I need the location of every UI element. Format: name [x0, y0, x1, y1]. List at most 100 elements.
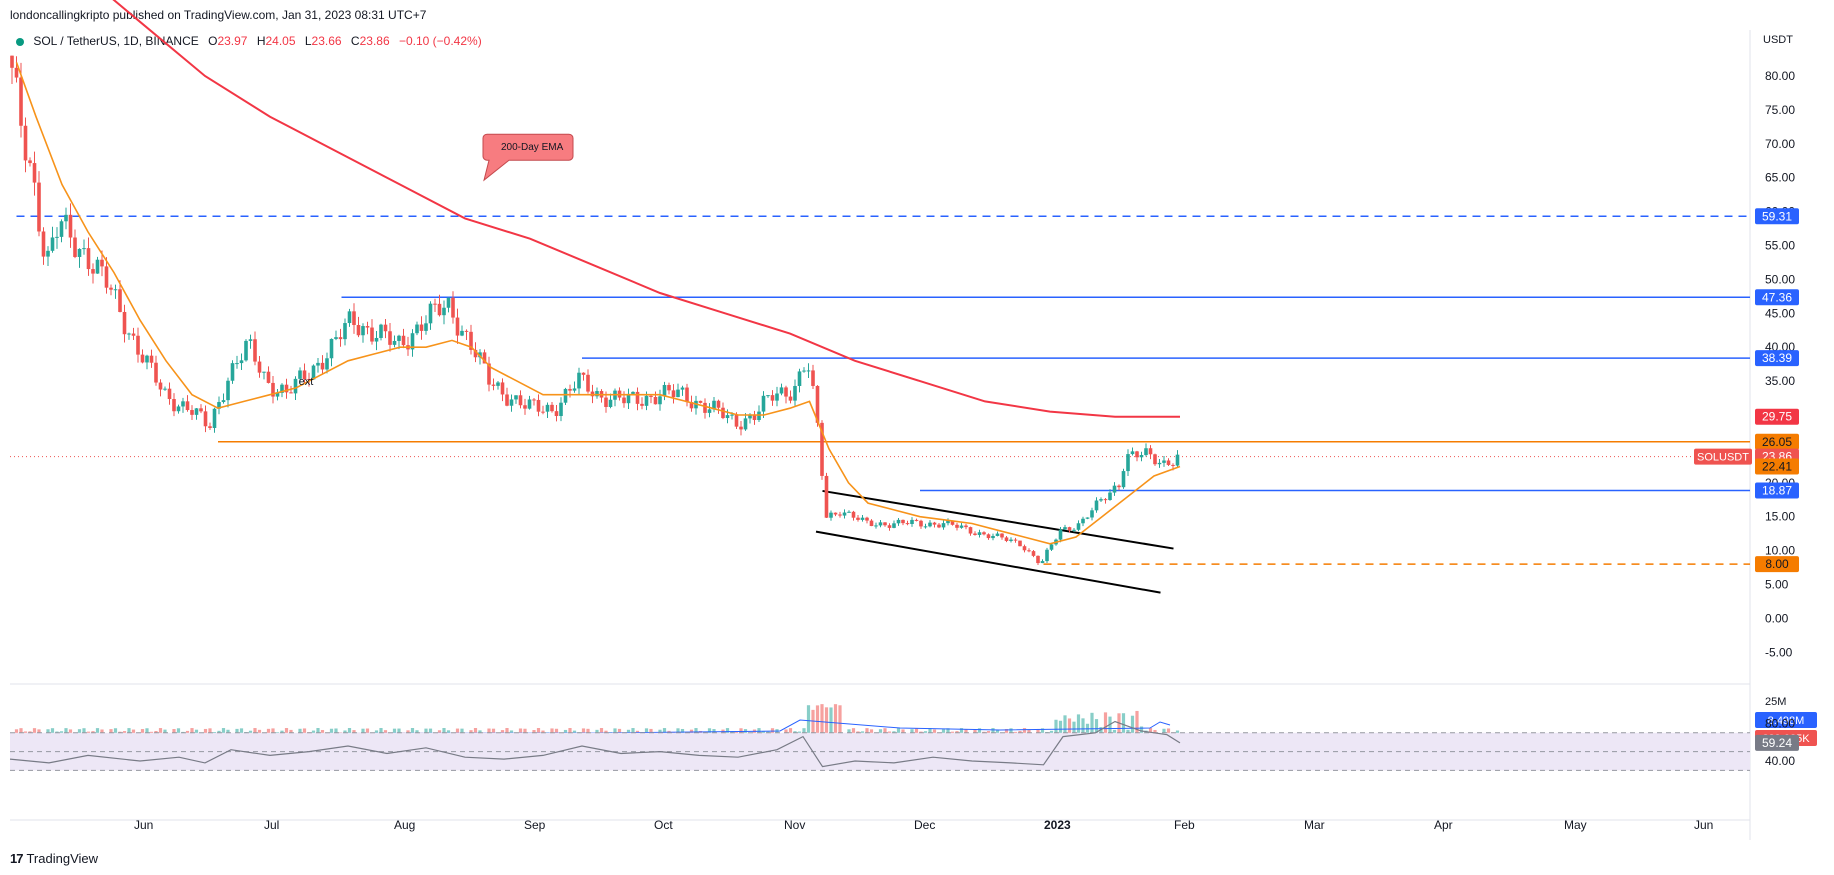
candle-body [1040, 561, 1045, 564]
candle-body [401, 335, 406, 346]
candle-body [901, 519, 905, 524]
candle-body [325, 358, 329, 370]
candle-body [154, 362, 158, 383]
tradingview-logo[interactable]: 17 TradingView [10, 851, 98, 866]
candle-body [788, 396, 793, 401]
price-badge [1755, 208, 1799, 225]
volume-bar [1139, 726, 1144, 737]
price-tick-label: 75.00 [1765, 103, 1795, 117]
candle-body [109, 287, 113, 290]
volume-bar [1117, 713, 1121, 737]
candle-body [635, 391, 640, 404]
rsi-tick-label: 40.00 [1765, 754, 1795, 768]
price-badge-label: 29.75 [1762, 410, 1792, 424]
candle-body [941, 523, 946, 528]
volume-bar [820, 704, 824, 737]
candle-body [775, 393, 779, 401]
candle-body [518, 395, 523, 406]
channel-trendline [822, 489, 1174, 550]
volume-bar [113, 728, 118, 737]
candle-body [1135, 451, 1139, 458]
candle-body [487, 363, 491, 385]
candle-body [743, 418, 748, 430]
candle-body [847, 511, 851, 513]
price-badge-label: 26.05 [1762, 435, 1792, 449]
close-label: C [350, 34, 360, 48]
close-value: 23.86 [359, 34, 390, 48]
candle-body [469, 331, 473, 350]
candle-body [64, 214, 68, 222]
candle-body [419, 324, 424, 331]
volume-bar [725, 728, 730, 737]
candle-body [1004, 537, 1009, 541]
candle-body [950, 520, 955, 525]
volume-bar [1063, 715, 1067, 737]
channel-trendline [815, 530, 1161, 594]
ema-callout-bubble [482, 133, 574, 182]
candle-body [428, 303, 433, 324]
candle-body [478, 352, 482, 358]
volume-bar [1108, 716, 1112, 737]
candle-body [1139, 455, 1144, 458]
volume-bar [1081, 718, 1085, 737]
candle-body [806, 370, 811, 372]
price-badge-label: 59.31 [1762, 209, 1792, 223]
candle-body [203, 411, 208, 427]
candle-body [257, 361, 262, 373]
candle-body [1085, 517, 1090, 519]
candle-body [671, 390, 676, 398]
candle-body [230, 363, 235, 381]
candle-body [266, 371, 271, 383]
candle-body [568, 388, 572, 391]
price-tick-label: 50.00 [1765, 272, 1795, 286]
volume-axis-label: 25M [1765, 696, 1786, 708]
candle-body [1058, 529, 1063, 540]
candle-body [208, 426, 212, 428]
candle-body [370, 327, 374, 342]
candle-body [185, 401, 190, 411]
price-badge [1755, 482, 1799, 499]
candle-body [244, 340, 248, 361]
candle-body [199, 408, 203, 412]
candle-body [1148, 448, 1153, 455]
candle-body [82, 248, 86, 250]
candle-body [1000, 533, 1004, 538]
candle-body [622, 397, 626, 404]
price-badge-label: 38.39 [1762, 351, 1792, 365]
candle-body [730, 414, 734, 416]
candle-body [1157, 462, 1162, 465]
candle-body [158, 382, 163, 390]
price-badge [1755, 350, 1799, 367]
candle-body [973, 533, 977, 535]
volume-bar [1166, 728, 1171, 737]
rsi-tick-label: 80.00 [1765, 716, 1795, 730]
time-tick-label: Oct [654, 818, 673, 832]
candle-body [482, 352, 487, 364]
volume-bar [1090, 712, 1094, 737]
change-value: −0.10 (−0.42%) [398, 34, 482, 48]
candle-body [95, 259, 100, 274]
candle-body [1117, 485, 1121, 488]
candle-body [1067, 527, 1072, 531]
candle-body [586, 374, 590, 392]
price-badge [1755, 408, 1799, 425]
candle-body [509, 399, 514, 406]
candle-body [887, 525, 892, 528]
volume-bar [707, 728, 712, 737]
candle-body [464, 330, 469, 332]
volume-bar [95, 728, 100, 737]
candle-body [397, 335, 401, 341]
candle-body [280, 384, 284, 393]
candle-body [905, 523, 910, 525]
candle-body [581, 372, 586, 375]
candle-body [698, 400, 703, 403]
candle-body [1103, 499, 1108, 501]
candle-body [712, 400, 716, 410]
candle-body [784, 387, 788, 397]
candle-body [833, 512, 838, 515]
price-badge-label: 18.87 [1762, 483, 1792, 497]
price-tick-label: 55.00 [1765, 239, 1795, 253]
candle-body [910, 519, 914, 524]
candle-body [298, 370, 302, 379]
